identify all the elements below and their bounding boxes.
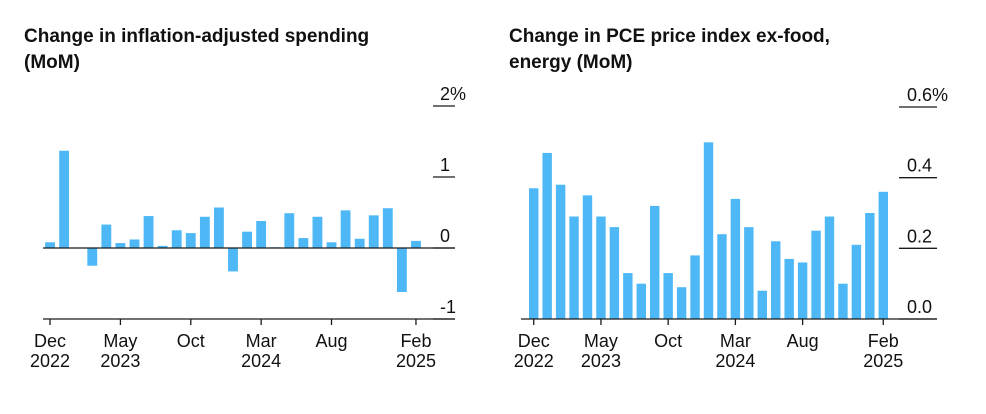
pce-bar [865, 213, 875, 319]
spending-x-tick-year-label: 2023 [100, 351, 140, 371]
spending-bar [411, 240, 421, 248]
pce-bar [878, 191, 888, 319]
pce-x-tick-label: Feb [868, 331, 899, 351]
pce-chart-panel: Change in PCE price index ex-food, energ… [493, 0, 986, 414]
pce-bar [582, 195, 593, 319]
spending-bar [284, 213, 295, 248]
pce-bar [797, 262, 808, 319]
spending-x-tick-year-label: 2025 [396, 351, 436, 371]
pce-bar [623, 273, 633, 319]
pce-bar [824, 216, 835, 319]
spending-bar [87, 248, 98, 266]
pce-bar [555, 184, 566, 319]
pce-bar [636, 283, 646, 319]
pce-x-tick-year-label: 2024 [715, 351, 755, 371]
spending-x-tick-label: Mar [246, 331, 277, 351]
pce-bar [838, 283, 848, 319]
pce-bar [717, 234, 727, 319]
spending-bar [382, 208, 393, 248]
pce-x-tick-label: Aug [787, 331, 819, 351]
pce-bar [744, 227, 754, 319]
pce-y-tick-label: 0.4 [907, 156, 932, 176]
spending-bar [115, 243, 126, 248]
pce-y-tick-label: 0.0 [907, 297, 932, 317]
pce-bar [663, 273, 673, 319]
spending-bar [354, 238, 365, 248]
spending-bar [228, 248, 238, 272]
spending-y-tick-label: 1 [440, 155, 450, 175]
spending-bar [396, 248, 407, 293]
pce-bar [703, 142, 714, 319]
spending-bar [340, 210, 351, 248]
pce-chart-title: Change in PCE price index ex-food, energ… [509, 26, 830, 73]
pce-bar [811, 230, 821, 319]
spending-x-tick-label: Dec [34, 331, 66, 351]
spending-x-tick-year-label: 2024 [241, 351, 281, 371]
spending-x-tick-label: Aug [316, 331, 348, 351]
spending-x-tick-label: May [103, 331, 137, 351]
spending-bar [199, 216, 210, 248]
pce-bar [650, 205, 660, 319]
pce-bar [771, 241, 781, 319]
spending-bar [59, 150, 70, 248]
spending-chart-title: Change in inflation-adjusted spending (M… [24, 26, 370, 73]
spending-x-tick-label: Feb [400, 331, 431, 351]
pce-bar [529, 188, 539, 319]
pce-x-tick-year-label: 2023 [581, 351, 621, 371]
spending-y-tick-label: 0 [440, 226, 450, 246]
pce-bar [676, 287, 687, 319]
pce-bar [784, 258, 794, 319]
spending-bar [171, 230, 182, 248]
spending-chart-panel: Change in inflation-adjusted spending (M… [24, 26, 466, 371]
spending-x-tick-year-label: 2022 [30, 351, 70, 371]
pce-x-tick-year-label: 2022 [514, 351, 554, 371]
pce-bar [730, 198, 741, 319]
pce-x-tick-label: Dec [518, 331, 550, 351]
pce-bar [569, 216, 579, 319]
pce-x-tick-label: Mar [720, 331, 751, 351]
spending-bar [368, 215, 379, 248]
spending-y-tick-label: 2% [440, 84, 466, 104]
pce-x-tick-label: Oct [654, 331, 682, 351]
pce-bar [757, 290, 767, 319]
pce-y-tick-label: 0.6% [907, 85, 948, 105]
pce-x-tick-year-label: 2025 [863, 351, 903, 371]
spending-bar [256, 221, 267, 248]
spending-bar [298, 238, 309, 248]
pce-bar [596, 216, 606, 319]
spending-bar [101, 224, 112, 248]
spending-bar [45, 242, 55, 248]
spending-bar [242, 231, 252, 248]
pce-bar [851, 244, 862, 319]
spending-bar [129, 239, 140, 248]
spending-x-tick-label: Oct [177, 331, 205, 351]
pce-bar [542, 152, 552, 319]
spending-bar [143, 216, 154, 248]
spending-bar [157, 245, 168, 248]
spending-bar [214, 207, 224, 248]
spending-y-tick-label: -1 [440, 297, 456, 317]
pce-bar [690, 255, 700, 319]
pce-bar [609, 227, 620, 319]
spending-bar [312, 216, 323, 248]
pce-x-tick-label: May [584, 331, 618, 351]
pce-y-tick-label: 0.2 [907, 226, 932, 246]
spending-bar [185, 233, 196, 248]
spending-bar [326, 242, 337, 248]
